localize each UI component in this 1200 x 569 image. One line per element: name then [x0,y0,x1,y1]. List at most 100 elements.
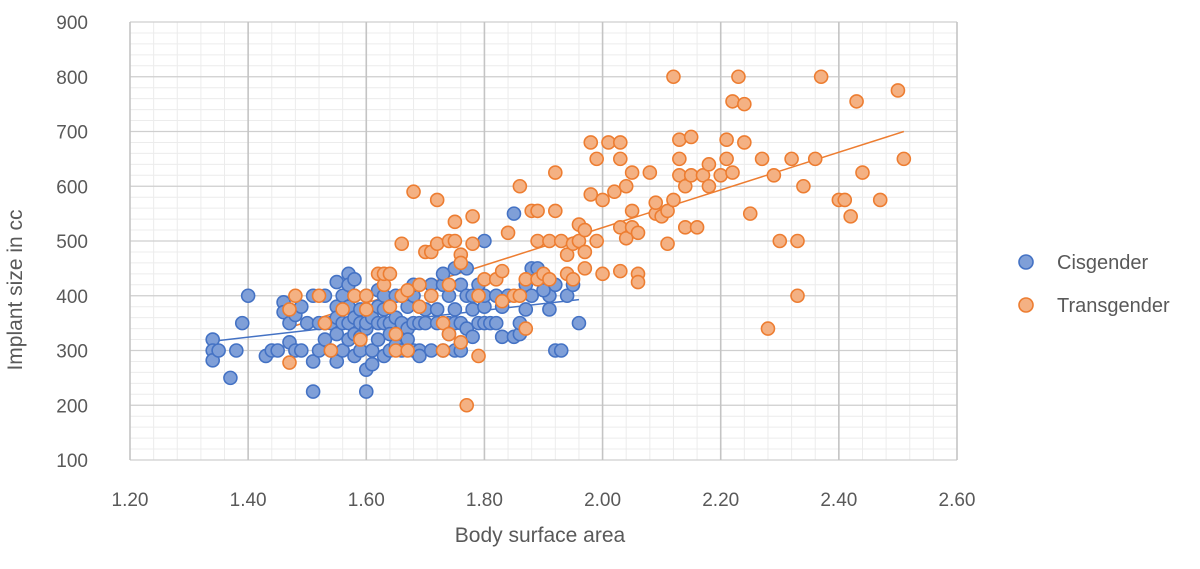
point-cisgender [435,266,451,282]
y-tick-label: 400 [56,287,88,308]
point-cisgender [488,315,504,331]
point-transgender [701,157,717,172]
point-transgender [471,288,486,304]
point-transgender [542,272,557,287]
point-transgender [766,168,782,183]
point-transgender [518,321,534,336]
point-transgender [530,203,545,219]
y-axis-ticks: 100 200 300 400 500 600 700 800 900 [56,13,88,472]
point-transgender [447,214,463,230]
point-transgender [317,315,333,331]
y-tick-label: 800 [56,68,88,89]
point-transgender [400,343,415,358]
point-transgender [595,192,610,208]
point-transgender [500,225,516,241]
point-transgender [553,233,569,249]
point-cisgender [329,326,345,342]
point-transgender [288,288,303,304]
legend: Cisgender Transgender [1018,252,1170,317]
point-transgender [548,165,563,180]
point-transgender [618,230,634,246]
y-axis-title: Implant size in cc [4,209,27,370]
point-transgender [512,288,528,304]
point-transgender [282,302,297,317]
point-transgender [589,233,604,249]
point-transgender [406,184,421,200]
point-transgender [618,178,634,194]
point-cisgender [347,272,362,287]
point-transgender [429,236,445,252]
point-transgender [855,165,870,180]
point-cisgender [234,315,250,331]
legend-item-transgender[interactable]: Transgender [1018,295,1170,317]
point-transgender [660,203,675,219]
y-tick-label: 200 [56,396,88,417]
point-transgender [837,192,853,208]
point-cisgender [465,302,480,317]
point-transgender [441,326,457,342]
y-tick-label: 600 [56,177,88,198]
point-transgender [583,135,599,150]
point-transgender [872,192,888,208]
point-cisgender [370,332,386,347]
point-transgender [849,94,864,109]
point-transgender [772,233,788,249]
point-transgender [429,192,445,208]
legend-label-transgender: Transgender [1057,295,1170,317]
point-transgender [672,151,687,167]
point-transgender [565,272,581,287]
point-cisgender [223,370,238,386]
point-cisgender [542,302,557,317]
point-transgender [612,151,628,167]
point-transgender [595,266,610,282]
point-cisgender [305,384,321,399]
point-transgender [559,247,575,262]
point-cisgender [270,343,285,358]
point-transgender [624,203,640,219]
x-tick-label: 1.60 [348,490,385,511]
y-tick-label: 300 [56,342,88,363]
point-transgender [358,302,374,317]
point-cisgender [329,354,345,369]
point-transgender [677,178,693,194]
point-cisgender [477,233,492,249]
point-transgender [548,203,563,219]
point-transgender [725,165,740,180]
point-transgender [630,274,646,290]
point-transgender [494,293,510,309]
point-transgender [790,233,805,249]
point-transgender [784,151,799,167]
point-transgender [394,236,410,252]
point-transgender [423,288,439,304]
point-transgender [666,69,681,85]
point-transgender [382,299,398,315]
point-transgender [754,151,770,167]
legend-item-cisgender[interactable]: Cisgender [1018,252,1149,274]
point-transgender [648,195,664,210]
point-cisgender [506,206,522,221]
point-cisgender [553,343,569,358]
point-transgender [796,178,811,194]
point-cisgender [211,343,226,358]
x-tick-label: 1.80 [466,490,503,511]
point-cisgender [429,302,445,317]
point-transgender [577,222,593,238]
point-transgender [742,206,758,221]
point-transgender [311,288,327,304]
point-transgender [571,233,587,249]
point-transgender [353,332,368,347]
point-transgender [358,288,374,304]
point-cisgender [518,302,534,317]
data-points [205,69,912,413]
point-transgender [435,315,451,331]
point-transgender [400,282,415,298]
point-transgender [701,178,717,194]
legend-marker-transgender [1018,297,1034,313]
point-transgender [471,348,486,364]
point-transgender [719,132,734,148]
point-transgender [624,165,640,180]
point-transgender [388,326,404,342]
point-transgender [630,225,646,241]
point-transgender [435,343,451,358]
x-tick-label: 2.00 [584,490,621,511]
